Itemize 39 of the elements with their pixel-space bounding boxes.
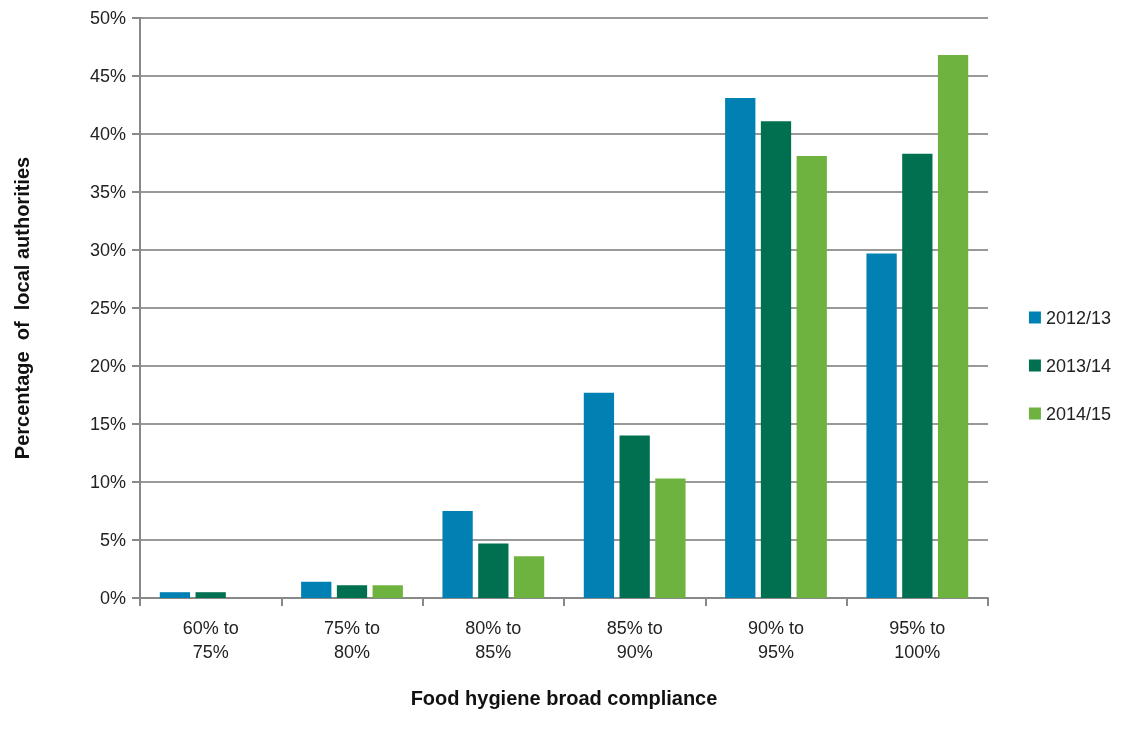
bar [336, 585, 368, 598]
x-tick-label: 95% to 100% [889, 618, 946, 662]
bar [619, 435, 650, 598]
y-tick-label: 0% [99, 588, 126, 608]
bar [442, 511, 473, 598]
bar [760, 121, 792, 598]
y-tick-label: 15% [89, 414, 126, 434]
legend-label: 2012/13 [1045, 307, 1112, 328]
bar [159, 592, 191, 598]
y-tick-label: 30% [89, 240, 126, 260]
x-axis-title: Food hygiene broad compliance [410, 687, 718, 709]
x-tick-label: 75% to 80% [323, 618, 381, 662]
bar [866, 253, 897, 598]
y-tick-label: 10% [89, 472, 126, 492]
y-tick-label: 40% [89, 124, 126, 144]
x-tick-label: 85% to 90% [606, 618, 663, 662]
bar [655, 478, 686, 598]
bar [195, 592, 226, 598]
x-tick-label: 80% to 85% [465, 618, 522, 662]
bar [583, 392, 615, 598]
bar [301, 581, 332, 598]
x-tick-label: 60% to 75% [182, 618, 239, 662]
bar [478, 543, 509, 598]
bar [513, 556, 545, 598]
y-tick-label: 5% [99, 530, 126, 550]
y-axis-title: Percentage of local authorities [11, 156, 33, 460]
bar [937, 55, 969, 598]
x-tick-label: 90% to 95% [747, 618, 805, 662]
bar [372, 585, 403, 598]
bar [902, 153, 933, 598]
y-tick-label: 25% [89, 298, 126, 318]
bar [796, 156, 827, 598]
legend-label: 2014/15 [1045, 403, 1112, 424]
y-tick-label: 35% [89, 182, 126, 202]
y-tick-label: 20% [89, 356, 126, 376]
bar [725, 98, 756, 598]
legend-label: 2013/14 [1045, 355, 1112, 376]
y-tick-label: 50% [89, 8, 126, 28]
y-tick-label: 45% [89, 66, 126, 86]
